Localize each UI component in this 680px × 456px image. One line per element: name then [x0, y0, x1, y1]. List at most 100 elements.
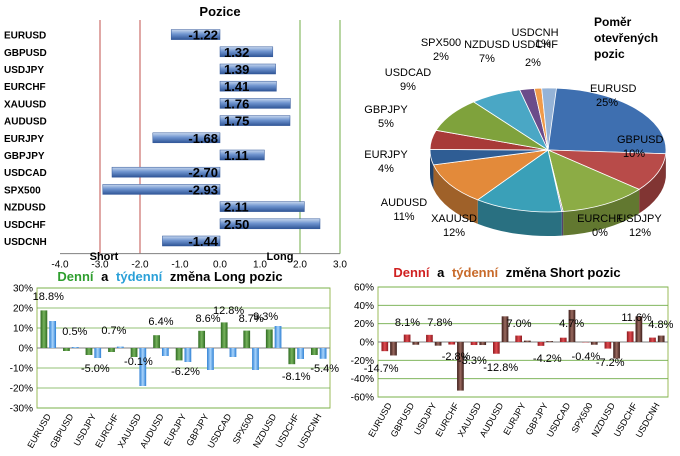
weekly-bar: [479, 342, 487, 346]
long-change-chart: Denní a týdenní změna Long pozic 30%20%1…: [10, 269, 340, 450]
category-label: USDJPY: [4, 65, 44, 76]
category-label: EURJPY: [4, 134, 44, 145]
long-title-rest: změna Long pozic: [170, 269, 283, 284]
x-tick-label: -2.0: [131, 260, 149, 271]
data-label: 12.8%: [213, 305, 244, 317]
weekly-bar: [613, 342, 620, 359]
weekly-bar: [252, 348, 259, 370]
weekly-bar: [412, 342, 420, 345]
pie-slice-side: [639, 153, 666, 214]
pie-percent: 4%: [378, 163, 394, 175]
positions-reference-lines: [60, 20, 341, 255]
pie-percent: 10%: [623, 148, 645, 160]
category-label: AUDUSD: [4, 117, 47, 128]
data-label: 7.0%: [506, 318, 531, 330]
data-label: 4.7%: [559, 318, 584, 330]
daily-bar: [130, 348, 138, 357]
pie-label: AUDUSD: [381, 197, 428, 209]
short-change-chart: Denní a týdenní změna Short pozic 60% 40%…: [351, 265, 674, 439]
daily-bar: [626, 331, 634, 342]
short-change-plot: 60%40%20%0%-20%-40%-60%-14.7%EURUSD8.1%G…: [351, 283, 674, 440]
y-tick-label: -20%: [10, 384, 33, 395]
weekly-bar: [457, 342, 464, 391]
long-title-and: a: [101, 269, 109, 284]
weekly-bar: [434, 342, 442, 346]
short-title-and: a: [437, 265, 445, 280]
pie-slice-side: [430, 150, 434, 189]
position-bar: [219, 115, 291, 126]
weekly-bar: [229, 348, 237, 357]
category-label: EURUSD: [4, 31, 46, 42]
daily-bar: [108, 348, 115, 352]
data-label: -2.8%: [442, 351, 471, 363]
pie-label: GBPUSD: [617, 134, 664, 146]
weekly-bar: [94, 348, 102, 358]
data-label: 0.7%: [101, 325, 126, 337]
pie-percent: 2%: [525, 57, 541, 69]
x-tick-label: -4.0: [51, 260, 69, 271]
data-label: -5.4%: [310, 363, 339, 375]
daily-bar: [493, 342, 500, 354]
y-tick-label: 20%: [354, 319, 374, 330]
category-label: USDCNH: [4, 237, 47, 248]
weekly-bar: [274, 326, 282, 348]
short-title-rest: změna Short pozic: [506, 265, 621, 280]
y-tick-label: -60%: [351, 393, 374, 404]
x-tick-label: 3.0: [333, 260, 347, 271]
position-value-label: 2.50: [224, 217, 249, 232]
daily-bar: [381, 342, 389, 352]
category-label: GBPJPY: [4, 151, 45, 162]
pie-title-line-1: Poměr: [594, 15, 632, 29]
position-value-label: 1.39: [224, 62, 249, 77]
y-tick-label: -30%: [10, 404, 33, 415]
position-bar: [219, 46, 274, 58]
y-tick-label: -40%: [351, 374, 374, 385]
daily-bar: [288, 348, 296, 365]
pie-label: GBPJPY: [364, 104, 408, 116]
positions-bars: -1.22 1.32 1.39 1.41 1.76 1.75 -1.68 1.11 -2.70 -…: [102, 28, 321, 249]
pie-title-line-2: otevřených: [594, 31, 658, 45]
pie-slice-side: [477, 199, 562, 236]
pie-label: NZDUSD: [464, 39, 510, 51]
y-tick-label: 60%: [354, 283, 374, 294]
daily-bar: [265, 329, 273, 348]
x-tick-label: 1.0: [253, 260, 267, 271]
weekly-bar: [657, 335, 665, 342]
data-label: -0.4%: [572, 351, 601, 363]
pie-label: USDCNH: [511, 27, 558, 39]
y-tick-label: 0%: [19, 344, 34, 355]
weekly-bar: [116, 346, 124, 348]
pie-label: SPX500: [421, 37, 461, 49]
pie-label: USDCHF: [512, 39, 558, 51]
data-label: 8.1%: [395, 317, 420, 329]
category-label: USDCAD: [4, 168, 47, 179]
daily-bar: [85, 348, 93, 355]
position-value-label: -1.22: [188, 28, 218, 43]
pie-slice: [547, 149, 640, 212]
position-bar: [111, 166, 221, 178]
pie-slice-side: [563, 189, 640, 236]
daily-bar: [403, 334, 411, 342]
weekly-bar: [71, 347, 79, 348]
category-label: NZDUSD: [4, 203, 46, 214]
pie-slice: [547, 87, 667, 155]
pie-slices: [429, 87, 667, 236]
daily-bar: [559, 337, 567, 342]
position-bar: [170, 29, 221, 40]
position-value-label: 1.41: [224, 79, 249, 94]
weekly-bar: [297, 348, 304, 359]
daily-bar: [243, 330, 251, 348]
data-label: 8.6%: [195, 313, 220, 325]
daily-bar: [175, 348, 183, 361]
y-tick-label: 10%: [13, 324, 33, 335]
weekly-bar: [501, 316, 509, 342]
positions-chart: Pozice EURUSD GBPUSD USDJPY EURCHF XAUUSD AUD…: [4, 4, 347, 271]
position-bar: [219, 98, 291, 109]
position-bar: [102, 184, 221, 195]
weekly-bar: [635, 316, 643, 342]
position-value-label: -1.68: [188, 131, 218, 146]
pie-slice: [476, 149, 563, 213]
data-label: 9.3%: [253, 311, 278, 323]
weekly-bar: [184, 348, 192, 362]
weekly-bar: [139, 348, 147, 386]
